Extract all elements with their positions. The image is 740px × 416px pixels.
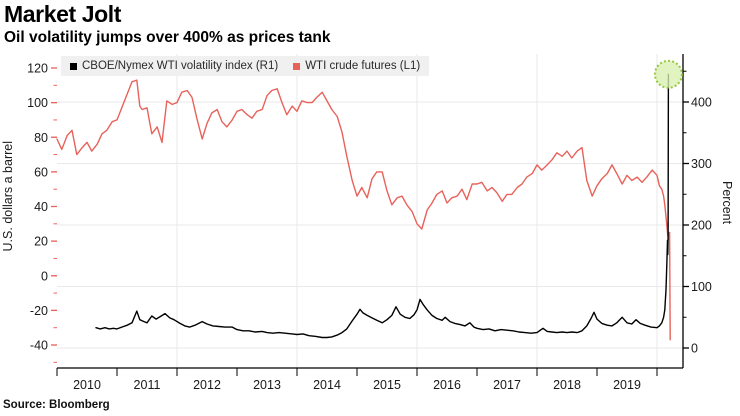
- source-note: Source: Bloomberg: [3, 399, 110, 411]
- chart-legend: CBOE/Nymex WTI volatility index (R1) WTI…: [61, 56, 430, 76]
- left-tick-label: 80: [34, 131, 48, 145]
- left-tick-label: 20: [34, 235, 48, 249]
- right-tick-label: 200: [691, 219, 712, 233]
- x-tick-label: 2019: [613, 378, 641, 392]
- legend-item-wti-futures: WTI crude futures (L1): [293, 60, 420, 72]
- left-tick-label: 0: [41, 269, 48, 283]
- chart-subtitle: Oil volatility jumps over 400% as prices…: [4, 29, 331, 46]
- x-tick-label: 2010: [73, 378, 101, 392]
- left-tick-label: 60: [34, 165, 48, 179]
- x-tick-label: 2011: [134, 378, 161, 392]
- left-tick-label: 100: [27, 96, 48, 110]
- left-tick-label: 40: [34, 200, 48, 214]
- x-tick-label: 2016: [433, 378, 461, 392]
- volatility-swatch-icon: [70, 62, 77, 70]
- x-tick-label: 2017: [493, 378, 521, 392]
- futures-swatch-icon: [293, 62, 301, 70]
- legend-item-volatility-index: CBOE/Nymex WTI volatility index (R1): [70, 60, 278, 72]
- right-tick-label: 0: [691, 342, 698, 356]
- right-axis-title: Percent: [720, 181, 734, 225]
- left-tick-label: 120: [27, 62, 48, 76]
- chart-title: Market Jolt: [4, 1, 122, 27]
- legend-label-futures: WTI crude futures (L1): [305, 60, 421, 72]
- x-tick-label: 2013: [253, 378, 281, 392]
- left-tick-label: -20: [30, 304, 48, 318]
- x-tick-label: 2014: [313, 378, 341, 392]
- x-tick-label: 2018: [553, 378, 581, 392]
- left-tick-label: -40: [30, 339, 48, 353]
- x-tick-label: 2012: [193, 378, 221, 392]
- left-axis-title: U.S. dollars a barrel: [1, 141, 15, 252]
- series-volatility-index: [95, 73, 670, 339]
- right-tick-label: 400: [691, 96, 712, 110]
- spike-highlight-circle: [653, 59, 683, 89]
- right-tick-label: 100: [691, 280, 712, 294]
- x-tick-label: 2015: [373, 378, 401, 392]
- right-tick-label: 300: [691, 157, 712, 171]
- series-wti-futures: [56, 79, 671, 341]
- legend-label-volatility: CBOE/Nymex WTI volatility index (R1): [82, 60, 279, 72]
